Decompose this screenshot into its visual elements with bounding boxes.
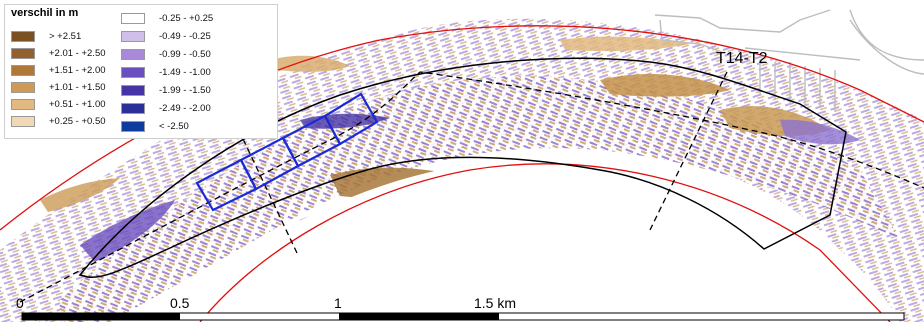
legend-swatch: [121, 48, 145, 60]
legend-swatch: [11, 115, 35, 127]
legend-swatch: [11, 81, 35, 93]
legend-swatch: [121, 84, 145, 96]
legend-label: -0.99 - -0.50: [159, 48, 211, 60]
harbour-outline: [654, 9, 924, 112]
legend-swatch: [121, 12, 145, 24]
legend: verschil in m > +2.51 +2.01 - +2.50 +1.5…: [4, 4, 278, 139]
scale-bar: [21, 312, 905, 321]
legend-item: -2.49 - -2.00: [121, 101, 211, 115]
legend-item: < -2.50: [121, 119, 189, 133]
legend-swatch: [121, 102, 145, 114]
zone-outline: [78, 57, 847, 278]
legend-label: < -2.50: [159, 120, 189, 132]
legend-swatch: [121, 30, 145, 42]
cross-section-line-1: [225, 102, 298, 254]
legend-label: -1.99 - -1.50: [159, 84, 211, 96]
legend-label: -1.49 - -1.00: [159, 66, 211, 78]
scale-label-1: 1: [334, 295, 342, 311]
scale-label-0: 0: [16, 295, 24, 311]
legend-item: -1.99 - -1.50: [121, 83, 211, 97]
legend-swatch: [121, 120, 145, 132]
river-band-inner: [60, 76, 900, 322]
legend-label: -0.25 - +0.25: [159, 12, 214, 24]
legend-swatch: [11, 98, 35, 110]
legend-label: -0.49 - -0.25: [159, 30, 211, 42]
legend-label: +1.01 - +1.50: [49, 81, 106, 93]
grid-boxes: [195, 92, 379, 212]
legend-label: > +2.51: [49, 30, 82, 42]
legend-label: +2.01 - +2.50: [49, 47, 106, 59]
legend-item: +1.51 - +2.00: [11, 63, 106, 77]
legend-label: -2.49 - -2.00: [159, 102, 211, 114]
river-edge-inner: [199, 163, 891, 322]
legend-item: +2.01 - +2.50: [11, 46, 106, 60]
legend-item: +1.01 - +1.50: [11, 80, 106, 94]
legend-title: verschil in m: [11, 7, 79, 19]
centerline-dashed: [19, 71, 924, 303]
legend-swatch: [11, 30, 35, 42]
legend-item: -0.99 - -0.50: [121, 47, 211, 61]
legend-swatch: [11, 64, 35, 76]
grid-box-4: [323, 92, 379, 146]
legend-swatch: [11, 47, 35, 59]
legend-item: > +2.51: [11, 29, 81, 43]
legend-item: +0.51 - +1.00: [11, 97, 106, 111]
legend-item: -0.49 - -0.25: [121, 29, 211, 43]
legend-item: -1.49 - -1.00: [121, 65, 211, 79]
legend-item: +0.25 - +0.50: [11, 114, 106, 128]
legend-item: -0.25 - +0.25: [121, 11, 213, 25]
river-edge-outer: [0, 25, 924, 231]
legend-label: +0.51 - +1.00: [49, 98, 106, 110]
inner-bank: [140, 157, 900, 322]
legend-label: +1.51 - +2.00: [49, 64, 106, 76]
section-label: T14-T2: [716, 50, 768, 67]
scale-label-0-5: 0.5: [170, 295, 190, 311]
scale-label-1-5km: 1.5 km: [474, 295, 517, 311]
legend-label: +0.25 - +0.50: [49, 115, 106, 127]
legend-swatch: [121, 66, 145, 78]
